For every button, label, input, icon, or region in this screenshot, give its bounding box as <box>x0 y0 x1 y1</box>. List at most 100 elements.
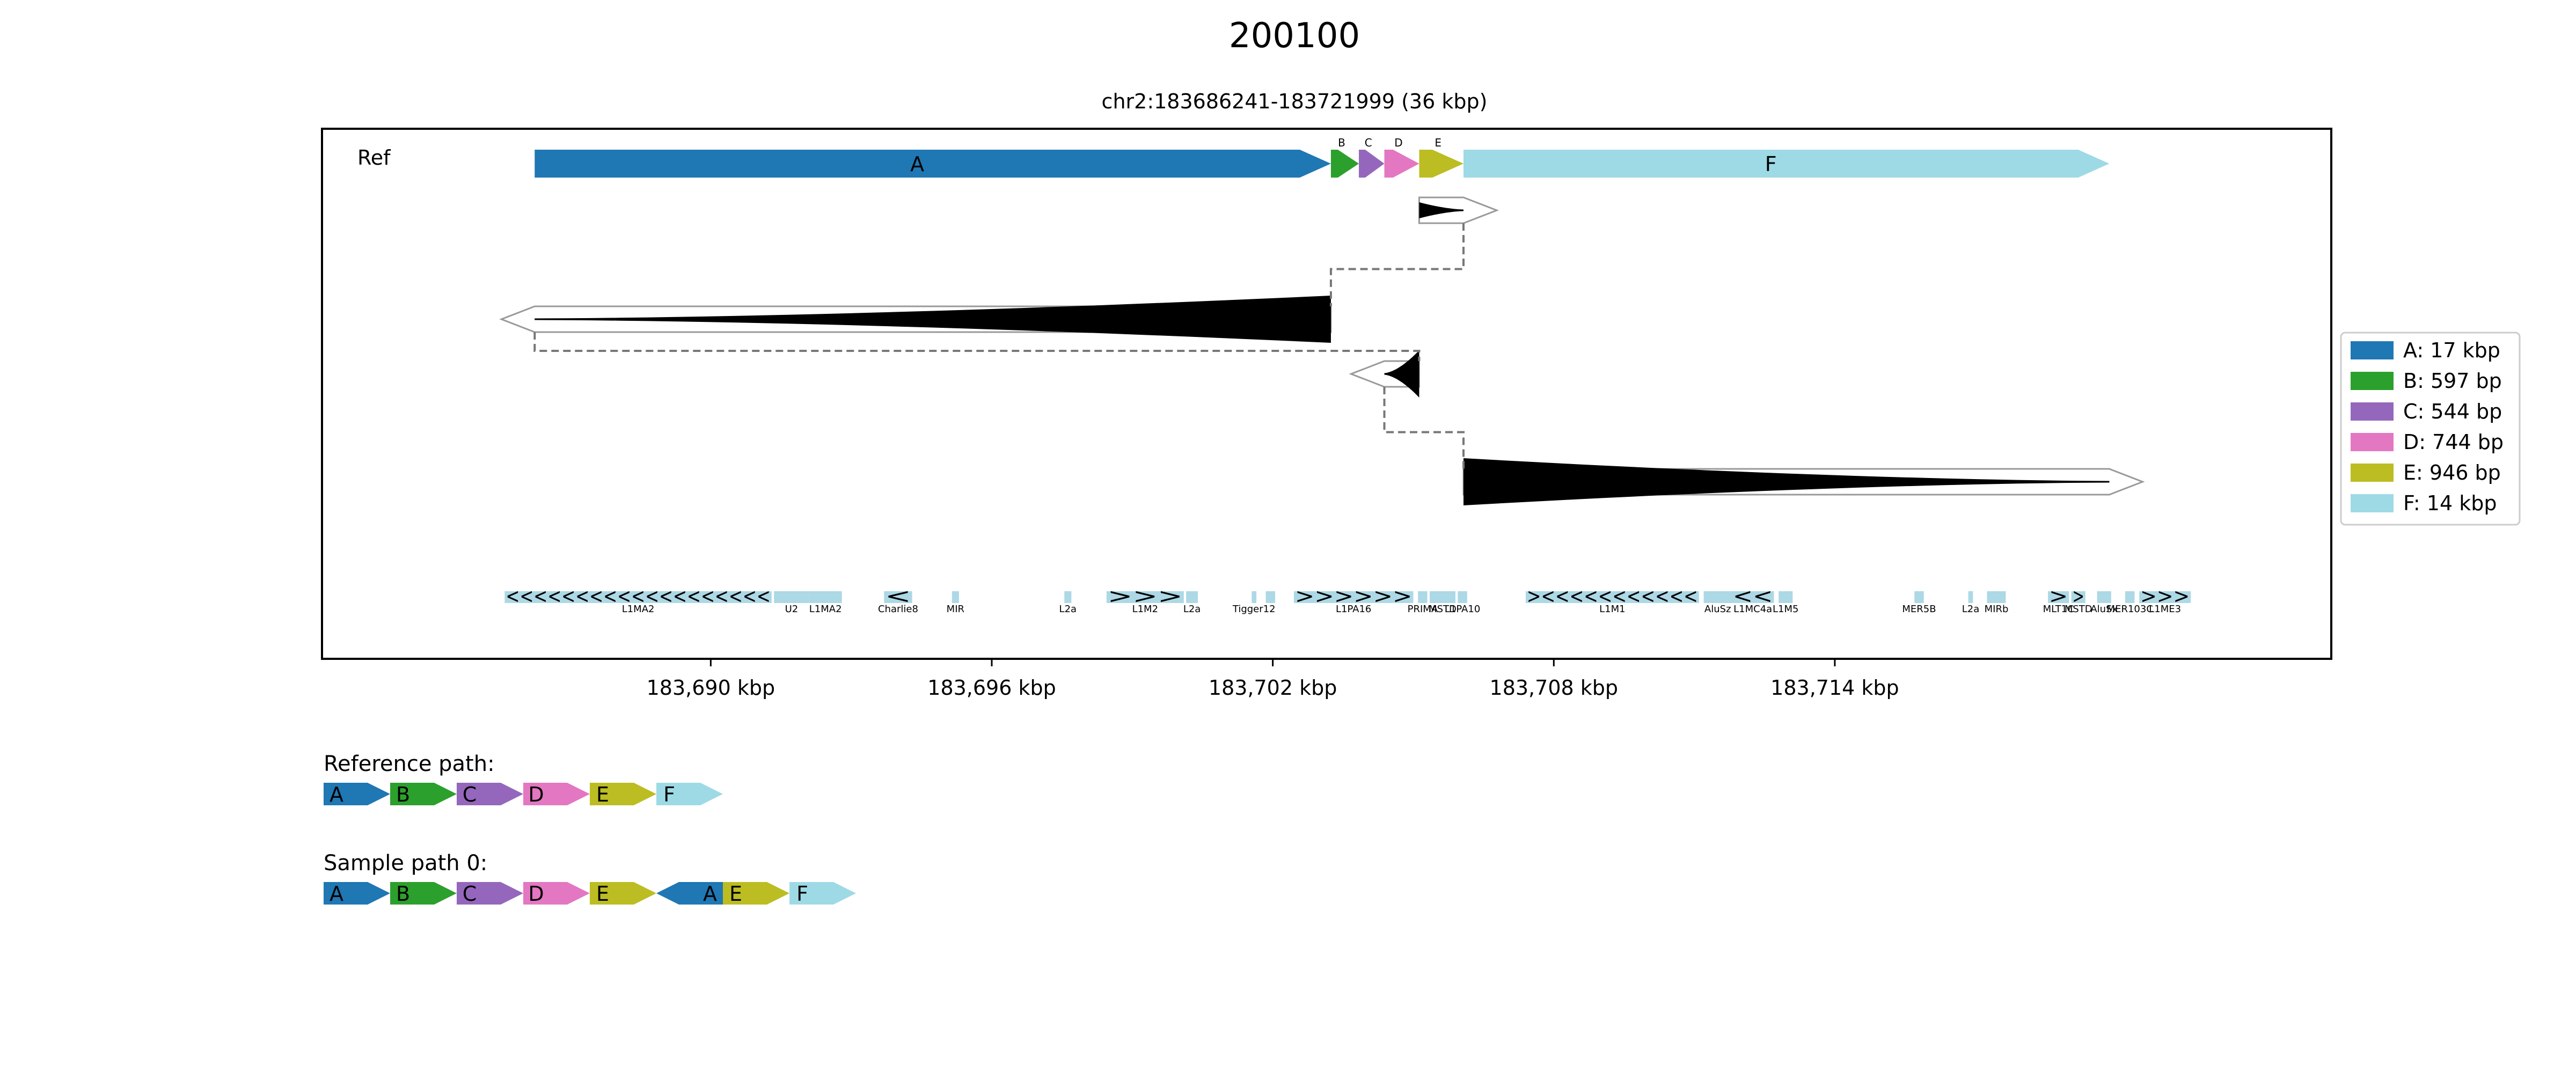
repeat-block <box>1064 591 1072 603</box>
repeat-label: L1ME3 <box>2149 604 2181 615</box>
path-segment-label: B <box>396 882 410 906</box>
alignment-outline-0 <box>1418 196 1499 224</box>
legend-swatch-F <box>2351 494 2394 512</box>
path-segment-C <box>457 783 523 805</box>
repeat-strand-glyphs: >>> <box>1108 584 1183 608</box>
reference-path-title: Reference path: <box>324 752 495 776</box>
legend-entry-B: B: 597 bp <box>2403 369 2502 393</box>
path-segment-label: A <box>703 882 717 906</box>
segment-label-C: C <box>1365 136 1372 149</box>
repeat-block <box>1914 591 1924 603</box>
repeat-block <box>1265 591 1275 603</box>
repeat-label: U2 <box>785 604 799 615</box>
path-segment-E <box>590 783 656 805</box>
path-segment-E <box>723 882 789 905</box>
path-segment-label: C <box>463 882 477 906</box>
x-tick-label: 183,696 kbp <box>927 676 1056 700</box>
repeat-label: L2a <box>1183 604 1201 615</box>
repeat-label: PRIMA <box>1408 604 1438 615</box>
path-segment-label: B <box>396 783 410 806</box>
legend-swatch-A <box>2351 341 2394 359</box>
repeat-block <box>809 591 842 603</box>
repeat-block <box>1987 591 2006 603</box>
repeat-label: L1MA2 <box>809 604 842 615</box>
repeat-block <box>1968 591 1973 603</box>
segment-D <box>1384 150 1419 178</box>
repeat-block <box>1731 591 1774 603</box>
path-segment-D <box>523 783 590 805</box>
repeat-block <box>1252 591 1257 603</box>
alignment-tracks <box>499 196 2145 505</box>
region-subtitle: chr2:183686241-183721999 (36 kbp) <box>1102 90 1488 113</box>
repeat-block <box>1779 591 1793 603</box>
repeat-label: L1MC4a <box>1733 604 1772 615</box>
repeat-strand-glyphs: << <box>1733 584 1773 608</box>
junction-connector-2 <box>1383 387 1465 469</box>
repeat-strand-glyphs: > <box>2073 584 2084 608</box>
repeat-block <box>952 591 959 603</box>
path-segment-label: D <box>528 783 544 806</box>
path-segment-F <box>789 882 856 905</box>
segment-B <box>1330 150 1359 178</box>
segment-label-E: E <box>1435 136 1441 149</box>
path-segment-label: A <box>330 783 343 806</box>
track-label: Ref <box>357 146 391 170</box>
path-segment-D <box>523 882 590 905</box>
repeat-block <box>774 591 809 603</box>
segment-label-D: D <box>1394 136 1402 149</box>
repeat-strand-glyphs: >>> <box>2140 584 2190 608</box>
path-segment-E <box>590 882 656 905</box>
legend-swatch-C <box>2351 402 2394 421</box>
sample-path-title: Sample path 0: <box>324 851 487 876</box>
repeat-strand-glyphs: >>>>>> <box>1295 584 1413 608</box>
path-segment-label: D <box>528 882 544 906</box>
legend-entry-A: A: 17 kbp <box>2403 339 2500 362</box>
repeat-label: AluSz <box>1704 604 1731 615</box>
legend-entry-C: C: 544 bp <box>2403 400 2502 423</box>
x-axis: 183,690 kbp 183,696 kbp 183,702 kbp 183,708… <box>647 659 1899 700</box>
path-segment-A <box>324 882 390 905</box>
repeat-label: L2a <box>1059 604 1077 615</box>
x-tick-label: 183,690 kbp <box>647 676 775 700</box>
segment-label-B: B <box>1338 136 1345 149</box>
path-segment-label: A <box>330 882 343 906</box>
repeat-block <box>1186 591 1198 603</box>
repeat-label: L1PA16 <box>1336 604 1371 615</box>
path-segment-A <box>324 783 390 805</box>
repeat-strand-glyphs: < <box>885 584 911 608</box>
repeat-label: L1M1 <box>1599 604 1625 615</box>
segment-C <box>1359 150 1385 178</box>
legend-entry-E: E: 946 bp <box>2403 461 2501 484</box>
segment-F <box>1463 150 2110 178</box>
repeat-block <box>2048 591 2069 603</box>
junction-connector-0 <box>1329 223 1465 306</box>
segment-A <box>535 150 1331 178</box>
repeat-annotations: <<<<<<<<<<<<<<<<<<<L1MA2 U2 L1MA2<Charlie8… <box>504 584 2191 615</box>
repeat-label: AluSx <box>2090 604 2118 615</box>
legend: A: 17 kbp B: 597 bp C: 544 bp D: 744 bp E: 9… <box>2340 332 2521 526</box>
repeat-block <box>1418 591 1428 603</box>
x-tick-label: 183,714 kbp <box>1770 676 1899 700</box>
x-tick-label: 183,708 kbp <box>1490 676 1618 700</box>
repeat-label: MLT1C <box>2043 604 2074 615</box>
plot-frame <box>321 128 2332 660</box>
repeat-label: L1PA10 <box>1445 604 1480 615</box>
repeat-label: L1MA2 <box>622 604 655 615</box>
reference-path: A B C D E F <box>324 783 723 806</box>
repeat-block <box>1293 591 1414 603</box>
path-segment-B <box>390 882 457 905</box>
figure-title: 200100 <box>1229 16 1360 56</box>
repeat-block <box>1703 591 1732 603</box>
repeat-block <box>884 591 912 603</box>
repeat-label: Tigger12 <box>1232 604 1276 615</box>
path-segment-label: F <box>663 783 675 806</box>
repeat-label: L2a <box>1962 604 1980 615</box>
path-segment-label: F <box>796 882 808 906</box>
path-segment-label: E <box>596 783 609 806</box>
repeat-strand-glyphs: ><<<<<<<<<<< <box>1527 584 1698 608</box>
repeat-label: L1M5 <box>1773 604 1798 615</box>
repeat-label: Charlie8 <box>878 604 918 615</box>
reference-segments: A B C D E F <box>535 136 2110 178</box>
repeat-block <box>1106 591 1184 603</box>
